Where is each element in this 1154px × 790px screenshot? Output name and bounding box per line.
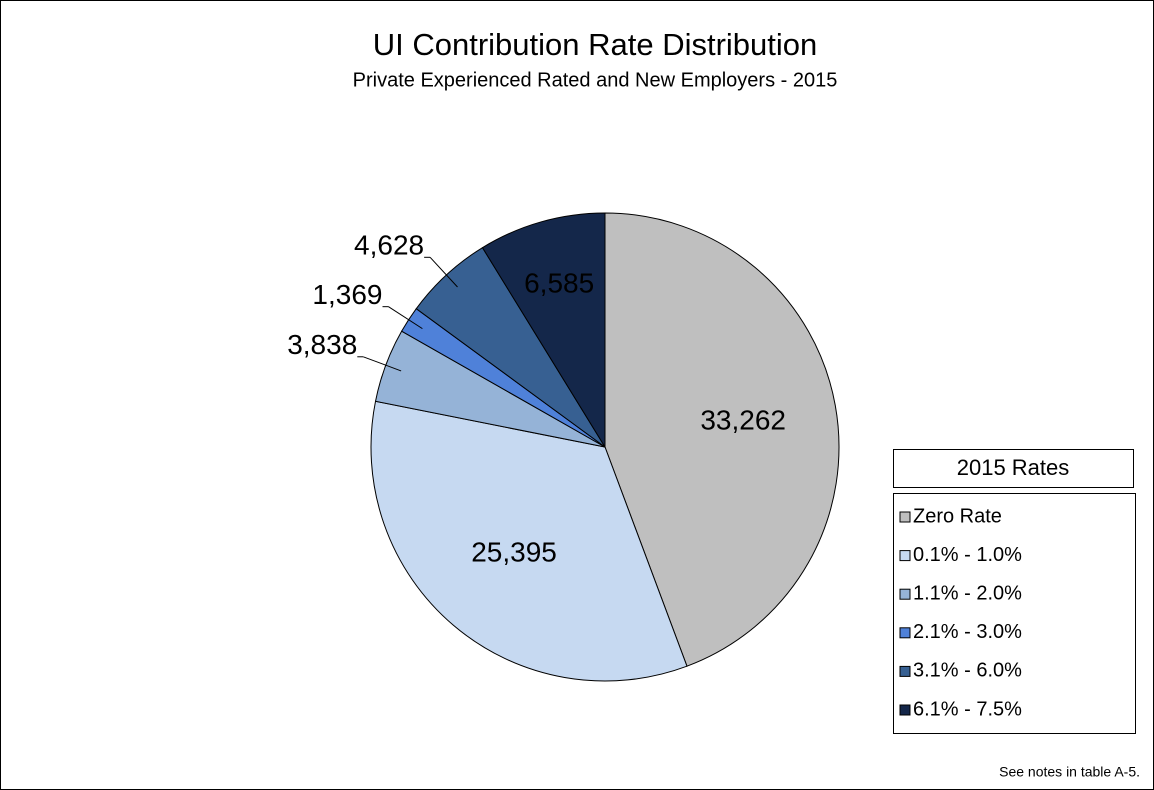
legend-box <box>893 493 1136 734</box>
footnote: See notes in table A-5. <box>999 764 1140 780</box>
leader-line <box>429 256 458 288</box>
pie-slice <box>604 212 840 667</box>
legend-label: Zero Rate <box>913 505 1002 527</box>
value-label: 33,262 <box>700 404 786 435</box>
pie-slice <box>481 212 606 449</box>
chart-subtitle: Private Experienced Rated and New Employ… <box>353 69 838 91</box>
chart-title: UI Contribution Rate Distribution <box>373 27 818 62</box>
leader-line <box>388 306 423 330</box>
legend-swatch <box>899 704 911 716</box>
value-label: 1,369 <box>312 279 382 310</box>
legend-title-box <box>893 449 1134 488</box>
legend-swatch <box>899 665 911 677</box>
legend-swatch <box>899 550 911 562</box>
legend-label: 3.1% - 6.0% <box>913 660 1022 682</box>
value-label: 25,395 <box>471 536 557 567</box>
legend-label: 2.1% - 3.0% <box>913 621 1022 643</box>
legend-swatch <box>899 511 911 523</box>
legend-label: 6.1% - 7.5% <box>913 698 1022 720</box>
value-label: 3,838 <box>287 329 357 360</box>
legend-label: 1.1% - 2.0% <box>913 582 1022 604</box>
value-label: 4,628 <box>354 230 424 261</box>
leader-line <box>363 356 402 372</box>
legend-swatch <box>899 588 911 600</box>
legend-title: 2015 Rates <box>957 455 1070 480</box>
pie-slice <box>370 400 688 682</box>
legend-swatch <box>899 627 911 639</box>
value-label: 6,585 <box>524 267 594 298</box>
legend-label: 0.1% - 1.0% <box>913 544 1022 566</box>
